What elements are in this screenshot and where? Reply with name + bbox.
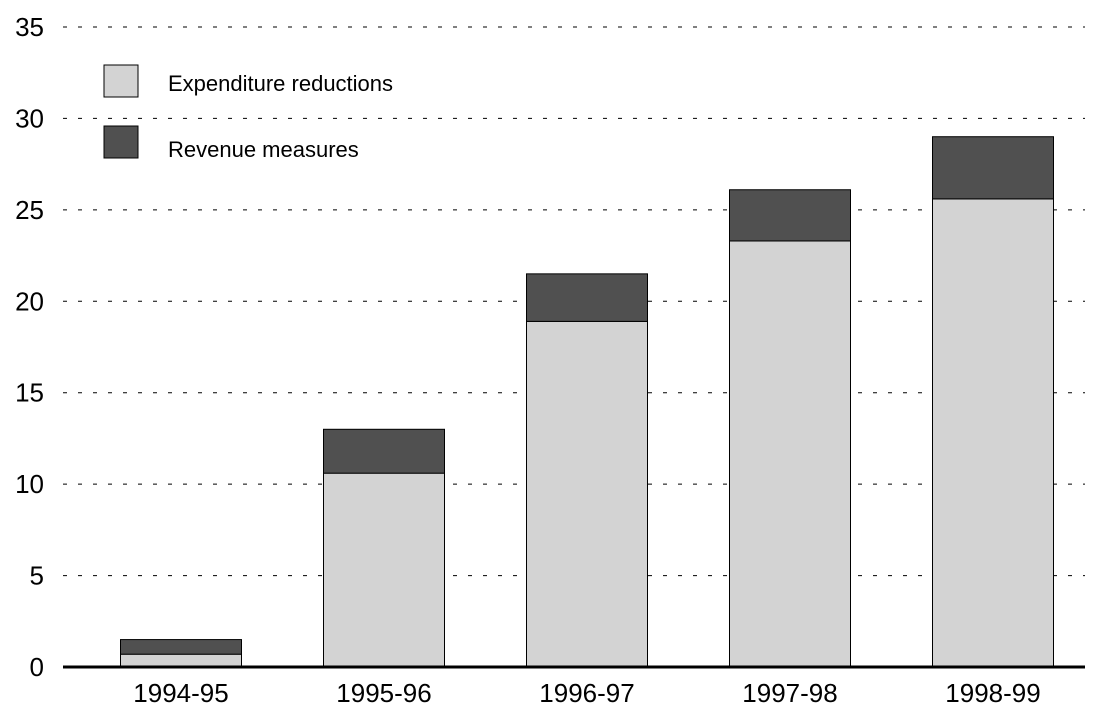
x-tick-label: 1995-96: [336, 678, 431, 708]
x-tick-label: 1996-97: [539, 678, 634, 708]
x-tick-label: 1998-99: [945, 678, 1040, 708]
y-tick-label: 5: [30, 561, 44, 591]
label-layer: 0 5 10 15 20 25 30 35 1994-95 1995-96 1996-97 1997-…: [15, 12, 1041, 708]
bar-layer: [120, 136, 1054, 668]
bar-revenue-measures-1994-95: [120, 639, 242, 655]
legend: Expenditure reductions Revenue measures: [103, 64, 393, 162]
y-tick-label: 25: [15, 195, 44, 225]
bar-revenue-measures-1996-97: [526, 273, 648, 322]
bar-revenue-measures-1997-98: [729, 189, 851, 242]
bar-revenue-measures-1998-99: [932, 136, 1054, 200]
y-tick-label: 20: [15, 286, 44, 316]
y-tick-label: 10: [15, 469, 44, 499]
bar-expenditure-reductions-1997-98: [729, 240, 851, 668]
bar-revenue-measures-1995-96: [323, 428, 445, 474]
legend-swatch-revenue-measures: [103, 125, 139, 159]
bar-expenditure-reductions-1998-99: [932, 198, 1054, 668]
y-tick-label: 35: [15, 12, 44, 42]
x-tick-label: 1994-95: [133, 678, 228, 708]
bar-expenditure-reductions-1994-95: [120, 653, 242, 668]
legend-swatch-expenditure-reductions: [103, 64, 139, 98]
legend-label-expenditure-reductions: Expenditure reductions: [168, 71, 393, 96]
y-tick-label: 15: [15, 378, 44, 408]
legend-label-revenue-measures: Revenue measures: [168, 137, 359, 162]
y-tick-label: 30: [15, 103, 44, 133]
y-tick-label: 0: [30, 652, 44, 682]
bar-expenditure-reductions-1995-96: [323, 472, 445, 668]
bar-expenditure-reductions-1996-97: [526, 320, 648, 668]
x-tick-label: 1997-98: [742, 678, 837, 708]
